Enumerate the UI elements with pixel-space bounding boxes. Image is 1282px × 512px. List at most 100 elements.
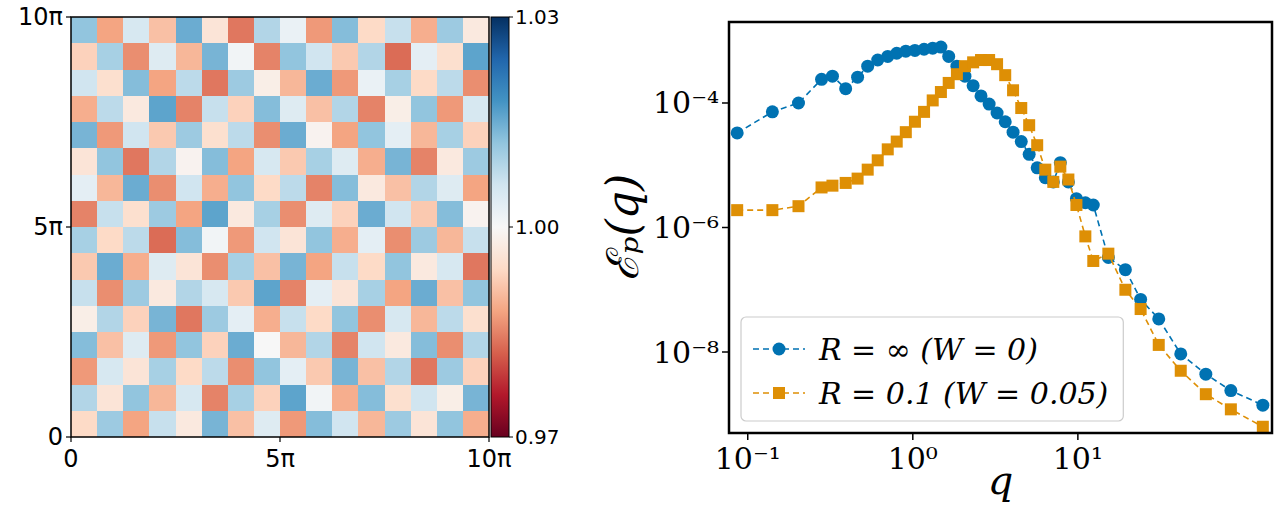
- heat-cell: [463, 96, 489, 123]
- heat-cell: [149, 43, 176, 70]
- heat-cell: [254, 70, 281, 97]
- heat-cell: [280, 96, 307, 123]
- heat-cell: [437, 253, 464, 280]
- heat-cell: [228, 43, 255, 70]
- heat-cell: [437, 227, 464, 254]
- heat-cell: [149, 96, 176, 123]
- heat-cell: [176, 148, 203, 175]
- heat-cell: [176, 96, 203, 123]
- x-tick: [488, 437, 489, 442]
- data-point: [1119, 284, 1131, 296]
- data-point: [900, 126, 912, 138]
- heat-cell: [71, 148, 98, 175]
- heat-cell: [254, 280, 281, 307]
- heat-cell: [176, 385, 203, 412]
- x-tick-label: 10⁻¹: [715, 441, 781, 476]
- heat-cell: [280, 17, 307, 44]
- heat-cell: [71, 201, 98, 228]
- heat-cell: [463, 122, 489, 149]
- heat-cell: [358, 148, 385, 175]
- heat-cell: [306, 306, 333, 333]
- heat-cell: [280, 175, 307, 202]
- heat-cell: [332, 122, 359, 149]
- heat-cell: [228, 306, 255, 333]
- heat-cell: [149, 280, 176, 307]
- heat-cell: [228, 175, 255, 202]
- plot-data: [731, 41, 1270, 433]
- heat-cell: [254, 358, 281, 385]
- heat-cell: [411, 175, 438, 202]
- data-point: [1256, 399, 1269, 412]
- y-tick: [722, 102, 729, 104]
- data-point: [999, 115, 1012, 128]
- data-point: [731, 126, 744, 139]
- heat-cell: [254, 227, 281, 254]
- heat-cell: [332, 332, 359, 359]
- legend-marker: [773, 343, 786, 356]
- heat-cell: [385, 122, 412, 149]
- heat-cell: [332, 385, 359, 412]
- heat-cell: [254, 411, 281, 437]
- data-point: [999, 69, 1011, 81]
- heat-cell: [358, 70, 385, 97]
- heat-cell: [123, 332, 150, 359]
- y-tick: [722, 227, 729, 229]
- data-point: [1153, 339, 1165, 351]
- heat-cell: [437, 332, 464, 359]
- heat-cell: [71, 280, 98, 307]
- heat-cell: [437, 385, 464, 412]
- heat-cell: [385, 411, 412, 437]
- legend: R = ∞ (W = 0)R = 0.1 (W = 0.05): [741, 317, 1123, 421]
- heat-cell: [123, 96, 150, 123]
- heat-cell: [306, 332, 333, 359]
- heat-cell: [254, 175, 281, 202]
- heat-cell: [306, 148, 333, 175]
- heat-cell: [149, 70, 176, 97]
- heat-cell: [358, 17, 385, 44]
- heat-cell: [176, 253, 203, 280]
- heat-cell: [411, 148, 438, 175]
- y-tick-label: 10π: [18, 3, 63, 31]
- heat-cell: [463, 201, 489, 228]
- y-tick-label: 0: [48, 423, 63, 451]
- heat-cell: [306, 175, 333, 202]
- heat-cell: [280, 358, 307, 385]
- heat-cell: [97, 411, 124, 437]
- heat-cell: [228, 227, 255, 254]
- heat-cell: [437, 201, 464, 228]
- heat-cell: [306, 43, 333, 70]
- heat-cell: [385, 148, 412, 175]
- heat-cell: [202, 17, 229, 44]
- heat-cell: [254, 253, 281, 280]
- heat-cell: [463, 175, 489, 202]
- heat-cell: [202, 227, 229, 254]
- heat-cell: [97, 306, 124, 333]
- heat-cell: [149, 148, 176, 175]
- heat-cell: [463, 306, 489, 333]
- x-tick: [70, 437, 71, 442]
- heat-cell: [71, 385, 98, 412]
- heat-cell: [437, 70, 464, 97]
- heat-cell: [202, 201, 229, 228]
- x-tick-label: 10⁰: [888, 441, 938, 476]
- heat-cell: [332, 201, 359, 228]
- colorbar-tick-label: 0.97: [515, 425, 560, 449]
- heat-cell: [463, 43, 489, 70]
- heat-cell: [280, 332, 307, 359]
- heat-cell: [280, 43, 307, 70]
- heat-cell: [97, 201, 124, 228]
- heat-cell: [332, 43, 359, 70]
- heat-cell: [71, 70, 98, 97]
- data-point: [1023, 119, 1035, 131]
- x-axis-title: q: [988, 457, 1014, 503]
- heat-cell: [385, 201, 412, 228]
- heat-cell: [332, 358, 359, 385]
- data-point: [1039, 164, 1051, 176]
- colorbar-tick-label: 1.00: [515, 215, 560, 239]
- data-point: [1087, 198, 1100, 211]
- heat-cell: [149, 122, 176, 149]
- data-point: [1174, 347, 1187, 360]
- heat-cell: [149, 385, 176, 412]
- data-point: [1087, 255, 1099, 267]
- heat-cell: [385, 280, 412, 307]
